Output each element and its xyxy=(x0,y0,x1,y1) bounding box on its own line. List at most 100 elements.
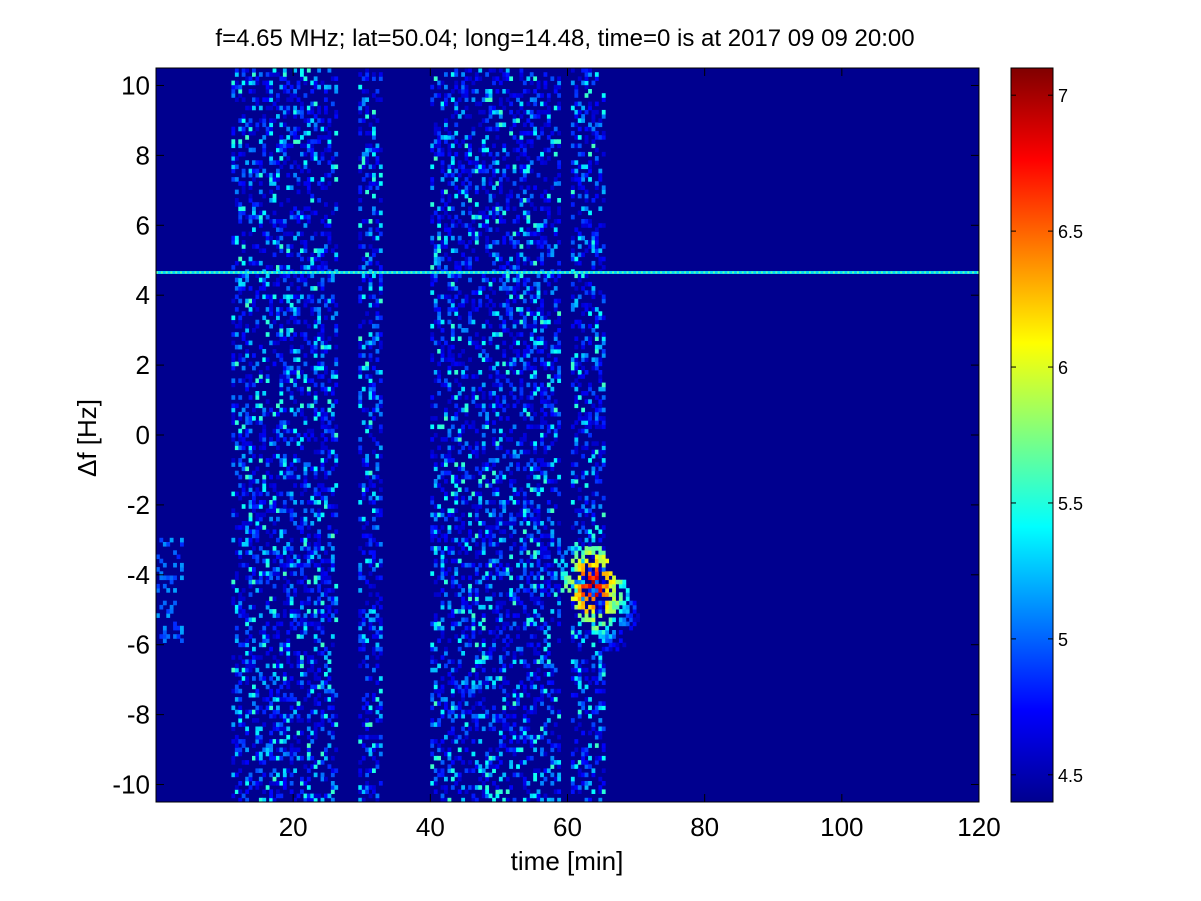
heatmap-cell xyxy=(516,701,520,706)
heatmap-cell xyxy=(495,676,500,681)
heatmap-cell xyxy=(255,466,260,472)
heatmap-cell xyxy=(464,487,469,492)
heatmap-cell xyxy=(286,713,291,719)
heatmap-cell xyxy=(440,164,445,170)
heatmap-cell xyxy=(365,709,370,715)
heatmap-cell xyxy=(502,353,507,358)
heatmap-cell xyxy=(516,600,520,606)
heatmap-cell xyxy=(533,550,538,555)
heatmap-cell xyxy=(248,479,253,484)
heatmap-cell xyxy=(557,365,562,371)
heatmap-cell xyxy=(358,336,363,341)
heatmap-cell xyxy=(306,68,311,73)
heatmap-cell xyxy=(550,252,555,258)
heatmap-cell xyxy=(378,286,383,291)
heatmap-cell xyxy=(512,688,517,694)
heatmap-cell xyxy=(361,516,366,522)
heatmap-cell xyxy=(468,265,472,270)
heatmap-cell xyxy=(231,265,236,270)
heatmap-cell xyxy=(533,386,538,392)
heatmap-cell xyxy=(327,688,332,694)
heatmap-cell xyxy=(492,76,496,81)
heatmap-cell xyxy=(509,365,514,371)
heatmap-cell xyxy=(570,659,575,664)
heatmap-cell xyxy=(553,760,558,765)
heatmap-cell xyxy=(492,705,496,711)
heatmap-cell xyxy=(581,542,586,547)
heatmap-cell xyxy=(330,567,335,572)
heatmap-cell xyxy=(529,466,534,472)
heatmap-cell xyxy=(372,302,376,308)
heatmap-cell xyxy=(324,135,328,140)
heatmap-cell xyxy=(464,642,469,648)
heatmap-cell xyxy=(365,76,370,81)
heatmap-cell xyxy=(375,395,380,400)
heatmap-cell xyxy=(241,483,246,488)
heatmap-cell xyxy=(567,588,572,593)
heatmap-cell xyxy=(375,764,380,769)
heatmap-cell xyxy=(433,248,438,253)
heatmap-cell xyxy=(372,252,376,258)
heatmap-cell xyxy=(234,445,239,451)
heatmap-cell xyxy=(320,726,325,732)
heatmap-cell xyxy=(276,428,280,434)
heatmap-cell xyxy=(241,441,246,446)
heatmap-cell xyxy=(317,533,322,539)
heatmap-cell xyxy=(159,558,164,564)
heatmap-cell xyxy=(505,202,510,207)
heatmap-cell xyxy=(310,294,315,300)
heatmap-cell xyxy=(502,718,507,723)
heatmap-cell xyxy=(498,500,503,505)
heatmap-cell xyxy=(286,542,291,547)
heatmap-cell xyxy=(474,441,479,446)
heatmap-cell xyxy=(334,344,339,350)
heatmap-cell xyxy=(471,126,476,132)
heatmap-cell xyxy=(457,336,462,341)
heatmap-cell xyxy=(313,449,318,455)
heatmap-cell xyxy=(430,722,435,727)
heatmap-cell xyxy=(258,630,263,635)
heatmap-cell xyxy=(368,722,373,727)
heatmap-cell xyxy=(248,361,253,367)
heatmap-cell xyxy=(570,764,575,769)
heatmap-cell xyxy=(447,370,452,375)
heatmap-cell xyxy=(481,109,486,115)
heatmap-cell xyxy=(478,286,483,291)
heatmap-cell xyxy=(310,286,315,291)
heatmap-cell xyxy=(238,718,243,723)
heatmap-cell xyxy=(296,554,301,560)
heatmap-cell xyxy=(361,420,366,425)
heatmap-cell xyxy=(495,491,500,497)
heatmap-cell xyxy=(437,151,442,157)
heatmap-cell xyxy=(481,789,486,794)
heatmap-cell xyxy=(334,302,339,308)
heatmap-cell xyxy=(516,252,520,258)
heatmap-cell xyxy=(437,319,442,325)
heatmap-cell xyxy=(289,625,294,631)
heatmap-cell xyxy=(361,743,366,748)
heatmap-cell xyxy=(289,336,294,341)
heatmap-cell xyxy=(320,625,325,631)
heatmap-cell xyxy=(378,701,383,706)
heatmap-cell xyxy=(533,776,538,782)
heatmap-cell xyxy=(317,332,322,337)
heatmap-cell xyxy=(433,403,438,409)
heatmap-cell xyxy=(286,579,291,585)
heatmap-cell xyxy=(265,562,270,568)
heatmap-cell xyxy=(245,160,250,165)
heatmap-cell xyxy=(293,697,298,702)
heatmap-cell xyxy=(495,382,500,388)
heatmap-cell xyxy=(474,722,479,727)
heatmap-cell xyxy=(474,332,479,337)
heatmap-cell xyxy=(471,290,476,295)
heatmap-cell xyxy=(313,416,318,421)
heatmap-cell xyxy=(516,462,520,467)
heatmap-cell xyxy=(457,219,462,224)
heatmap-cell xyxy=(306,688,311,694)
heatmap-cell xyxy=(241,311,246,316)
heatmap-cell xyxy=(454,474,459,480)
heatmap-cell xyxy=(303,319,308,325)
heatmap-cell xyxy=(577,613,582,618)
heatmap-cell xyxy=(533,487,538,492)
heatmap-cell xyxy=(300,776,304,782)
